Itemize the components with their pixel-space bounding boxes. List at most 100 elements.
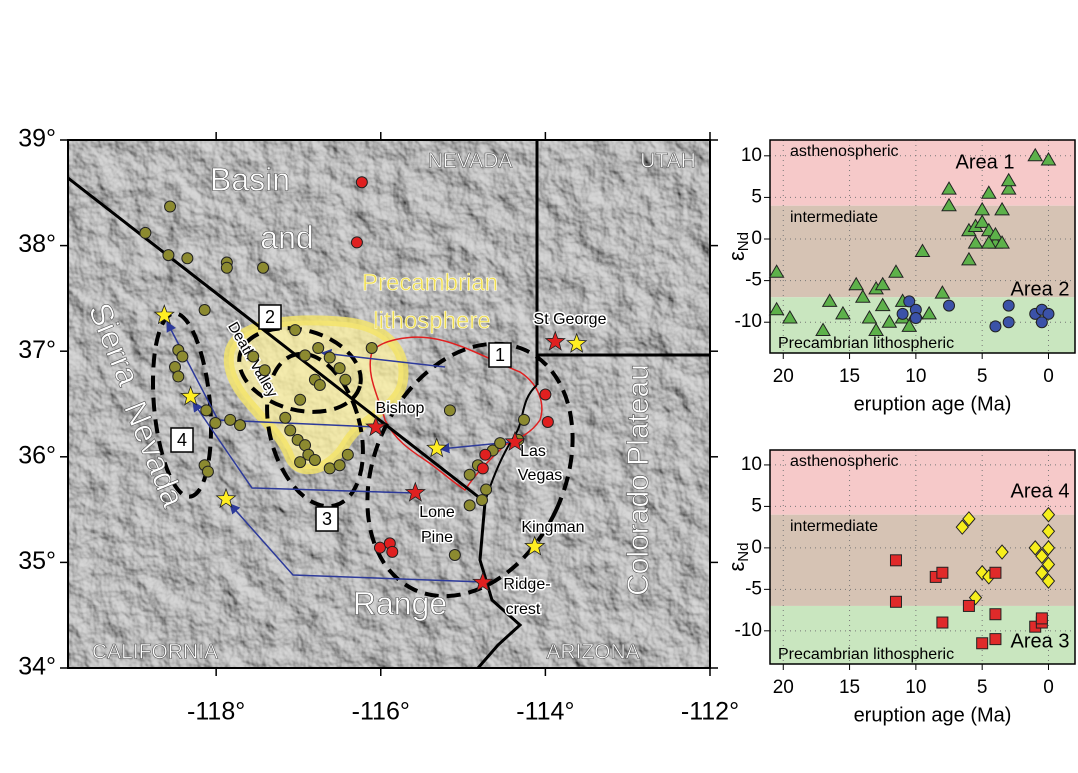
data-point — [176, 350, 189, 363]
data-point — [768, 264, 785, 278]
band-label: Precambrian lithospheric — [778, 335, 954, 352]
data-point — [333, 459, 346, 472]
data-point — [976, 637, 989, 650]
data-point — [968, 589, 983, 606]
migration-arrow — [320, 348, 446, 368]
y-tick-label: 5 — [751, 186, 762, 207]
data-point — [975, 564, 989, 581]
site-star — [404, 481, 426, 502]
data-point — [294, 456, 307, 469]
data-point — [974, 201, 991, 216]
map-label: St George — [534, 311, 607, 328]
data-point — [848, 276, 865, 291]
map-label: ARIZONA — [546, 641, 639, 664]
data-point — [936, 616, 949, 629]
data-point — [989, 320, 1002, 333]
data-point — [247, 350, 260, 363]
migration-arrow — [192, 401, 416, 494]
map-label: CALIFORNIA — [92, 641, 218, 664]
band — [770, 297, 1075, 353]
area-4-outline — [150, 311, 214, 499]
area-number-box — [170, 427, 194, 453]
map-label: Pine — [421, 529, 453, 546]
band — [770, 140, 1075, 206]
band-label: asthenospheric — [790, 453, 899, 470]
data-point — [980, 185, 997, 199]
x-tick-label: 10 — [905, 677, 926, 698]
data-point — [995, 544, 1009, 560]
data-point — [874, 276, 891, 291]
state-border — [535, 140, 710, 385]
data-point — [782, 310, 798, 324]
site-star — [566, 332, 588, 353]
area-number: 1 — [495, 345, 505, 365]
map-label: and — [260, 219, 313, 255]
data-point — [294, 393, 307, 406]
data-point — [164, 200, 177, 213]
data-point — [821, 293, 838, 307]
site-star — [524, 535, 546, 556]
data-point — [279, 411, 292, 424]
data-point — [955, 519, 969, 535]
data-point — [341, 448, 354, 461]
data-point — [209, 417, 222, 430]
data-point — [289, 324, 302, 337]
data-point — [1028, 540, 1042, 556]
x-tick-label: -116° — [352, 698, 410, 726]
series-label: Area 4 — [1011, 480, 1070, 502]
site-star — [544, 330, 566, 351]
y-axis-label-subscript: Nd — [735, 543, 752, 562]
data-point — [854, 289, 871, 303]
site-star — [153, 304, 175, 325]
data-point — [476, 462, 489, 475]
y-tick-label: -5 — [745, 270, 762, 291]
map-label: Range — [353, 585, 447, 621]
data-point — [994, 235, 1010, 249]
site-star — [180, 385, 202, 406]
y-tick-label: 35° — [18, 547, 56, 575]
series-label: Area 3 — [1011, 630, 1070, 652]
data-point — [198, 304, 211, 317]
y-tick-label: 38° — [18, 230, 56, 258]
data-point — [1040, 151, 1057, 166]
data-point — [768, 301, 785, 316]
y-axis-label-subscript: Nd — [735, 232, 752, 251]
data-point — [1041, 506, 1056, 523]
band-label: intermediate — [790, 209, 878, 226]
data-point — [903, 295, 916, 308]
data-point — [308, 453, 321, 466]
data-point — [162, 249, 175, 262]
data-point — [1000, 172, 1017, 187]
map-label: Vegas — [518, 467, 562, 484]
scatter-chart: asthenospheric intermediate Precambrian li… — [724, 139, 1076, 415]
x-tick-label: 15 — [839, 677, 860, 698]
x-tick-label: 20 — [773, 366, 794, 387]
y-tick-label: 34° — [18, 653, 56, 681]
data-point — [1000, 181, 1017, 195]
x-tick-label: -112° — [681, 698, 739, 726]
area-2-outline — [237, 326, 363, 414]
data-point — [943, 299, 956, 312]
data-point — [1041, 523, 1056, 540]
data-point — [386, 545, 399, 558]
x-axis-label: eruption age (Ma) — [854, 704, 1012, 726]
x-tick-label: -118° — [187, 698, 245, 726]
data-point — [921, 305, 938, 320]
area-number: 3 — [322, 509, 332, 529]
data-point — [1041, 573, 1056, 589]
y-tick-label: 10 — [741, 454, 762, 475]
data-point — [815, 322, 831, 337]
map-label: UTAH — [640, 150, 696, 173]
y-tick-label: 10 — [741, 145, 762, 166]
site-star — [365, 416, 387, 437]
y-axis-label: εNd — [724, 543, 752, 572]
x-tick-label: 10 — [905, 366, 926, 387]
data-point — [1002, 299, 1015, 312]
map-label: Bishop — [376, 400, 425, 417]
data-point — [962, 599, 975, 612]
y-tick-label: 37° — [18, 336, 56, 364]
data-point — [323, 462, 336, 475]
band-label: asthenospheric — [790, 143, 899, 160]
map-label: lithosphere — [373, 307, 490, 334]
